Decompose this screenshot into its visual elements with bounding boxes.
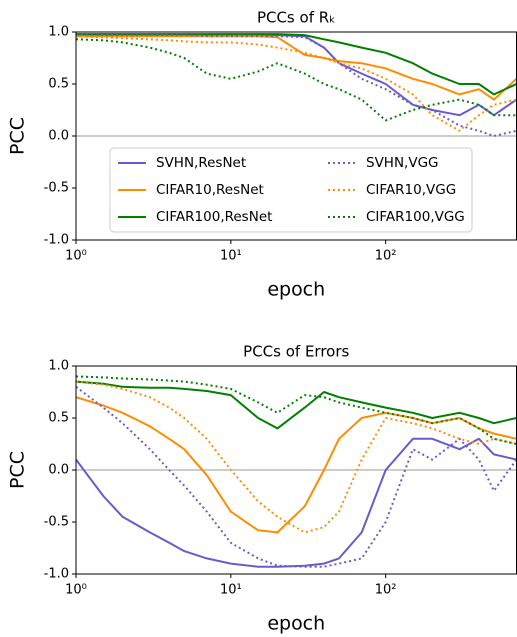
series-line — [76, 437, 517, 568]
series-line — [76, 38, 517, 122]
y-tick-label: 0.0 — [48, 463, 69, 478]
subplot-title: PCCs of Errors — [243, 343, 349, 361]
y-tick-label: 0.5 — [48, 411, 69, 426]
series-line — [76, 396, 517, 534]
y-tick-label: -1.0 — [44, 567, 69, 582]
subplot-title: PCCs of Rₖ — [257, 9, 336, 27]
lines — [76, 375, 517, 568]
series-line — [76, 380, 517, 534]
x-tick-label: 10² — [375, 249, 397, 264]
y-tick-label: -1.0 — [44, 233, 69, 248]
x-tick-label: 10⁰ — [65, 583, 87, 598]
lines — [76, 33, 517, 137]
legend-label: SVHN,ResNet — [156, 155, 246, 171]
legend: SVHN,ResNet CIFAR10,ResNet CIFAR100,ResNet… — [109, 147, 473, 233]
legend-frame — [109, 147, 473, 233]
legend-label: CIFAR10,ResNet — [156, 182, 264, 198]
subplot: PCCs of Rₖ epoch PCC -1.0 -0.5 0.0 0.5 1.0 10⁰ 10… — [7, 9, 517, 301]
series-line — [76, 35, 517, 132]
y-tick-label: 0.5 — [48, 77, 69, 92]
y-tick-label: -0.5 — [44, 515, 69, 530]
legend-label: CIFAR100,VGG — [366, 209, 465, 225]
x-axis-label: epoch — [267, 279, 325, 301]
y-tick-label: 1.0 — [48, 25, 69, 40]
legend-label: CIFAR100,ResNet — [156, 209, 272, 225]
subplot: PCCs of Errors epoch PCC -1.0 -0.5 0.0 0.5 1.0 1… — [7, 343, 517, 635]
y-tick-label: 0.0 — [48, 129, 69, 144]
x-tick-label: 10⁰ — [65, 249, 87, 264]
series-line — [76, 34, 517, 137]
x-tick-label: 10² — [375, 583, 397, 598]
legend-label: CIFAR10,VGG — [366, 182, 456, 198]
x-tick-label: 10¹ — [220, 249, 242, 264]
y-axis-label: PCC — [7, 451, 29, 489]
x-tick-label: 10¹ — [220, 583, 242, 598]
y-tick-label: -0.5 — [44, 181, 69, 196]
series-line — [76, 386, 517, 568]
legend-label: SVHN,VGG — [366, 155, 439, 171]
series-line — [76, 375, 517, 445]
series-line — [76, 33, 517, 96]
series-line — [76, 380, 517, 430]
series-line — [76, 35, 517, 101]
x-axis-label: epoch — [267, 613, 325, 635]
y-axis-label: PCC — [7, 117, 29, 155]
y-tick-label: 1.0 — [48, 359, 69, 374]
